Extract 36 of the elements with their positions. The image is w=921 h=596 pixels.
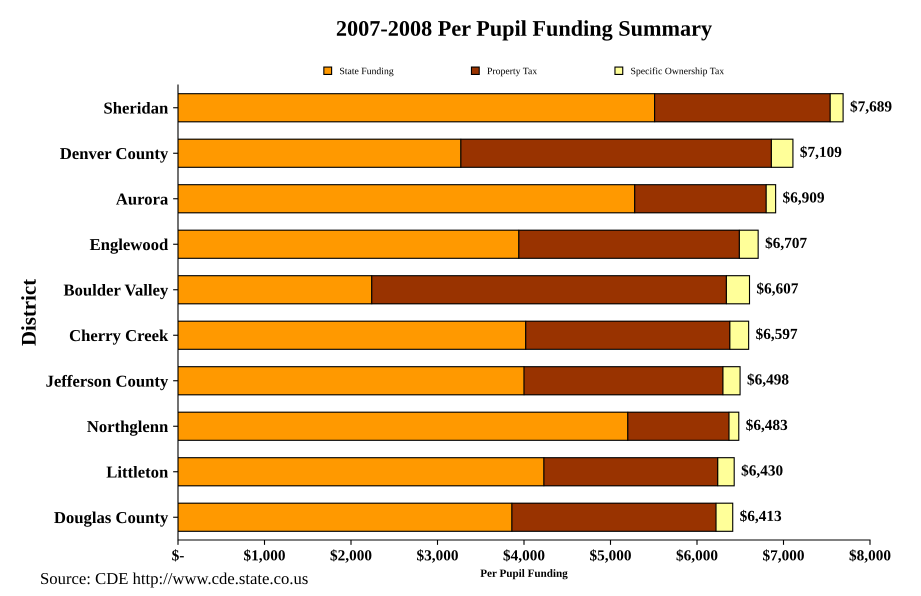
legend-label: Specific Ownership Tax xyxy=(631,67,724,76)
total-label: $6,483 xyxy=(746,418,788,432)
source-note: Source: CDE http://www.cde.state.co.us xyxy=(41,572,308,588)
y-tick-label: Boulder Valley xyxy=(64,284,168,300)
y-tick-label: Denver County xyxy=(60,148,168,163)
y-tick-label: Cherry Creek xyxy=(70,329,168,345)
total-label: $6,707 xyxy=(766,236,807,250)
x-tick-label: $1,000 xyxy=(244,549,285,563)
total-label: $7,689 xyxy=(850,100,892,114)
total-label: $6,909 xyxy=(783,191,824,205)
x-tick-label: $7,000 xyxy=(763,549,804,563)
y-tick-label: Douglas County xyxy=(54,511,168,527)
x-tick-label: $6,000 xyxy=(676,549,718,563)
x-tick-label: $3,000 xyxy=(417,549,458,563)
total-label: $6,413 xyxy=(740,510,782,524)
total-label: $6,597 xyxy=(756,328,798,342)
x-tick-label: $5,000 xyxy=(590,549,631,563)
x-tick-label: $2,000 xyxy=(330,549,372,563)
y-axis-title: District xyxy=(21,279,36,346)
y-tick-label: Littleton xyxy=(106,466,168,478)
total-label: $6,430 xyxy=(742,464,783,478)
total-label: $6,498 xyxy=(748,373,789,387)
y-tick-label: Northglenn xyxy=(87,420,168,436)
x-tick-label: $4,000 xyxy=(504,549,544,563)
y-tick-label: Sheridan xyxy=(104,102,168,114)
total-label: $7,109 xyxy=(800,146,842,160)
total-label: $6,607 xyxy=(756,282,798,296)
x-tick-label: $8,000 xyxy=(850,549,890,563)
y-tick-label: Englewood xyxy=(90,238,168,254)
x-tick-label: $- xyxy=(172,549,184,562)
y-tick-label: Jefferson County xyxy=(46,374,168,390)
legend-label: Property Tax xyxy=(487,68,538,76)
chart-title: 2007-2008 Per Pupil Funding Summary xyxy=(336,20,712,41)
y-tick-label: Aurora xyxy=(116,194,168,205)
legend-label: State Funding xyxy=(340,67,394,76)
x-axis-title: Per Pupil Funding xyxy=(480,569,568,580)
